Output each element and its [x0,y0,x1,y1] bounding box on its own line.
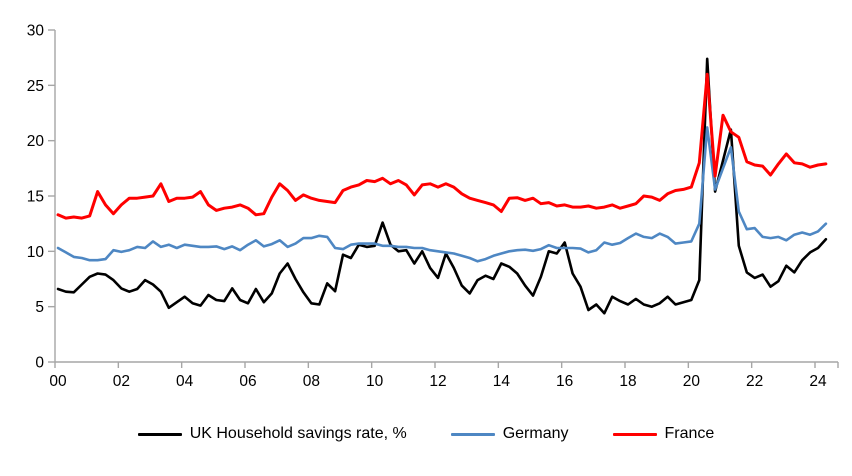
chart-legend: UK Household savings rate, % Germany Fra… [0,425,852,443]
x-tick-label: 20 [683,373,701,390]
savings-chart-svg: 0 5 10 15 20 25 30 00 02 04 06 08 10 12 14 16 18 20 22 24 [27,23,839,390]
x-tick-label: 00 [49,373,67,390]
legend-item-france: France [612,425,715,443]
y-tick-label: 25 [27,78,44,95]
x-tick-label: 22 [746,373,763,390]
germany-line-swatch [450,432,495,436]
legend-label-uk: UK Household savings rate, % [189,425,407,442]
series-line-germany [56,126,828,263]
legend-item-uk: UK Household savings rate, % [137,425,407,443]
x-tick-label: 06 [239,373,256,390]
plot-area: 0 5 10 15 20 25 30 00 02 04 06 08 10 12 14 16 18 20 22 24 [27,23,839,390]
x-tick-label: 08 [303,373,320,390]
uk-line-swatch [137,432,182,436]
x-tick-label: 02 [113,373,130,390]
x-tick-label: 10 [366,373,384,390]
y-tick-label: 20 [27,133,45,150]
y-tick-label: 5 [35,299,44,316]
legend-label-germany: Germany [502,425,569,442]
x-tick-label: 16 [556,373,573,390]
legend-item-germany: Germany [450,425,569,443]
x-tick-label: 24 [809,373,827,390]
x-tick-label: 04 [176,373,194,390]
series-line-france [56,72,828,220]
x-tick-label: 12 [429,373,446,390]
y-tick-label: 30 [27,23,45,40]
y-tick-label: 0 [35,355,44,372]
x-tick-label: 18 [619,373,636,390]
france-line-swatch [612,432,657,436]
y-tick-label: 15 [27,189,44,206]
series-line-uk [56,57,828,315]
y-tick-label: 10 [27,244,45,261]
x-tick-label: 14 [493,373,511,390]
legend-label-france: France [664,425,715,442]
